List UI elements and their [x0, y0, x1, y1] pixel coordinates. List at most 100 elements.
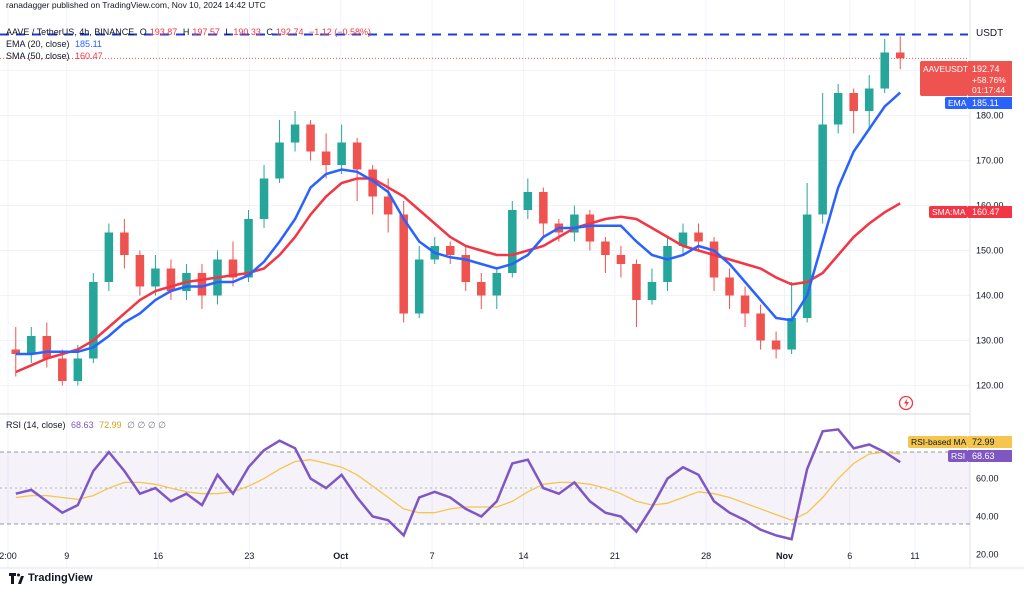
candle-body — [725, 277, 734, 296]
candle-body — [290, 124, 300, 143]
time-tick: 9 — [64, 551, 69, 561]
time-tick: 11 — [910, 551, 919, 561]
candle-body — [740, 295, 750, 314]
time-tick: 16 — [153, 551, 163, 561]
lightning-icon-ring[interactable] — [898, 395, 914, 411]
candle-body — [895, 52, 905, 59]
candle-body — [508, 210, 517, 273]
candle-body — [632, 264, 641, 300]
tradingview-logo-mark-t[interactable] — [9, 573, 16, 584]
sma-label-name: SMA:MA — [932, 207, 966, 217]
time-tick: 2:00 — [0, 551, 17, 561]
price-tick: 130.00 — [976, 336, 1004, 346]
rsi-legend-value: 68.63 — [71, 420, 94, 430]
time-tick: Oct — [333, 551, 348, 561]
candle-body — [678, 232, 688, 246]
ohlc-low-label: L — [225, 27, 231, 37]
candle-body — [461, 255, 471, 282]
lightning-icon[interactable] — [898, 395, 914, 411]
candle-body — [306, 124, 315, 152]
sma-legend-value: 160.47 — [75, 51, 103, 61]
rsi-ma-line[interactable] — [15, 451, 901, 521]
rsi-label-box — [948, 450, 968, 462]
price-label-countdown: 01:17:44 — [972, 85, 1005, 95]
candle-body — [42, 336, 52, 359]
footer-brand[interactable]: TradingView — [8, 572, 93, 584]
candle-body — [337, 142, 346, 165]
rsi-line[interactable] — [15, 428, 901, 541]
candle-body — [228, 259, 238, 278]
time-tick: 28 — [701, 551, 711, 561]
time-axis[interactable]: 2:00 9 16 23 Oct 7 14 21 28 Nov 6 11 — [0, 551, 920, 561]
price-label-name: AAVEUSDT — [923, 64, 968, 74]
candle-body — [275, 142, 284, 179]
ema-label-box-axis — [968, 97, 1012, 109]
rsi-legend[interactable]: RSI (14, close) 68.63 72.99 ∅ ∅ ∅ ∅ — [6, 420, 169, 431]
rsi-label-name: RSI — [951, 451, 965, 461]
ema-legend[interactable]: EMA (20, close) 185.11 — [6, 39, 105, 49]
price-tick: 170.00 — [976, 156, 1004, 166]
ema-line[interactable] — [15, 91, 902, 356]
symbol-line[interactable]: AAVE / TetherUS, 4h, BINANCE O 193.87 H 19… — [6, 27, 374, 37]
sma-label: SMA:MA 160.47 — [929, 206, 1012, 218]
price-label-box — [920, 61, 968, 96]
price-tick: 140.00 — [976, 291, 1004, 301]
candle-body — [11, 349, 21, 354]
candle-body — [368, 169, 377, 197]
ema-label-box — [945, 97, 968, 109]
candle-body — [756, 313, 765, 341]
candle-body — [849, 93, 858, 111]
candle-body — [771, 340, 781, 350]
candlestick-series[interactable] — [11, 36, 905, 386]
rsi-legend-label[interactable]: RSI (14, close) — [6, 420, 66, 430]
tradingview-logo-icon[interactable] — [9, 573, 24, 584]
rsi-tick: 40.00 — [976, 511, 999, 521]
time-tick: 6 — [847, 551, 852, 561]
candle-body — [383, 196, 393, 215]
candle-body — [864, 88, 874, 111]
ohlc-low: 190.33 — [233, 27, 261, 37]
candle-body — [166, 268, 176, 291]
candle-body — [120, 232, 129, 255]
symbol-name[interactable]: AAVE / TetherUS, 4h, BINANCE — [6, 27, 135, 37]
time-tick: 23 — [244, 551, 254, 561]
rsi-label-box-axis — [968, 450, 1012, 462]
candle-body — [818, 124, 827, 215]
candle-body — [197, 273, 207, 296]
sma-line[interactable] — [15, 177, 901, 374]
published-line: ranadagger published on TradingView.com,… — [6, 0, 269, 10]
footer-brand-text[interactable]: TradingView — [28, 572, 93, 584]
candle-body — [259, 178, 269, 219]
lightning-icon-bolt[interactable] — [904, 398, 909, 408]
rsi-label-value: 68.63 — [972, 451, 995, 461]
sma-legend[interactable]: SMA (50, close) 160.47 — [6, 51, 106, 61]
sma-label-box-axis — [968, 206, 1012, 218]
sma-legend-label[interactable]: SMA (50, close) — [6, 51, 70, 61]
candle-body — [492, 273, 502, 296]
published-text: ranadagger published on TradingView.com,… — [6, 0, 266, 10]
rsi-ma-label-value: 72.99 — [972, 437, 995, 447]
candle-body — [89, 282, 98, 359]
tradingview-logo-mark-dot[interactable] — [17, 573, 20, 577]
candle-body — [523, 192, 533, 210]
rsi-ma-label: RSI-based MA 72.99 — [908, 436, 1012, 448]
candle-body — [585, 214, 595, 242]
candle-body — [601, 241, 610, 255]
time-tick: 21 — [610, 551, 620, 561]
candle-body — [104, 232, 114, 282]
candle-body — [787, 318, 796, 350]
candle-body — [833, 93, 843, 125]
ema-label: EMA 185.11 — [945, 97, 1012, 109]
price-label-value: 192.74 — [972, 64, 1000, 74]
candle-body — [802, 214, 812, 318]
sma-label-value: 160.47 — [972, 207, 1000, 217]
tradingview-logo-mark-v[interactable] — [18, 576, 24, 584]
candle-body — [321, 151, 331, 165]
ema-legend-label[interactable]: EMA (20, close) — [6, 39, 70, 49]
ohlc-close: 192.74 — [275, 27, 304, 37]
candle-body — [399, 214, 408, 314]
price-tick: 160.00 — [976, 201, 1004, 211]
price-label: AAVEUSDT 192.74 +58.76% 01:17:44 — [920, 61, 1012, 96]
candle-body — [445, 246, 455, 255]
